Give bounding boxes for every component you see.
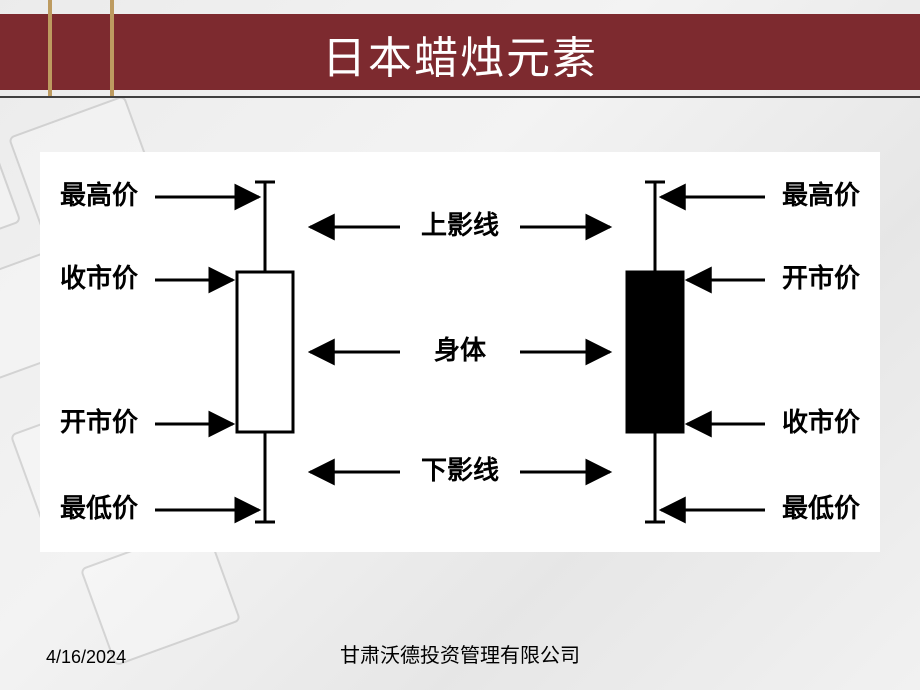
candlestick-svg: 最高价收市价开市价最低价最高价开市价收市价最低价上影线身体下影线	[40, 152, 880, 552]
svg-text:开市价: 开市价	[782, 263, 861, 293]
svg-text:最高价: 最高价	[782, 180, 861, 210]
slide: 日本蜡烛元素 最高价收市价开市价最低价最高价开市价收市价最低价上影线身体下影线 …	[0, 0, 920, 690]
svg-text:最高价: 最高价	[60, 180, 139, 210]
svg-text:开市价: 开市价	[60, 407, 139, 437]
page-title: 日本蜡烛元素	[0, 22, 920, 86]
svg-text:最低价: 最低价	[60, 493, 139, 523]
footer-company: 甘肃沃德投资管理有限公司	[0, 639, 920, 668]
svg-text:最低价: 最低价	[782, 493, 861, 523]
svg-text:收市价: 收市价	[60, 263, 139, 293]
header: 日本蜡烛元素	[0, 0, 920, 98]
svg-text:下影线: 下影线	[421, 455, 499, 485]
svg-text:收市价: 收市价	[782, 407, 861, 437]
svg-text:上影线: 上影线	[421, 210, 499, 240]
header-rule	[0, 96, 920, 98]
svg-text:身体: 身体	[434, 335, 487, 365]
candlestick-diagram: 最高价收市价开市价最低价最高价开市价收市价最低价上影线身体下影线	[40, 152, 880, 552]
